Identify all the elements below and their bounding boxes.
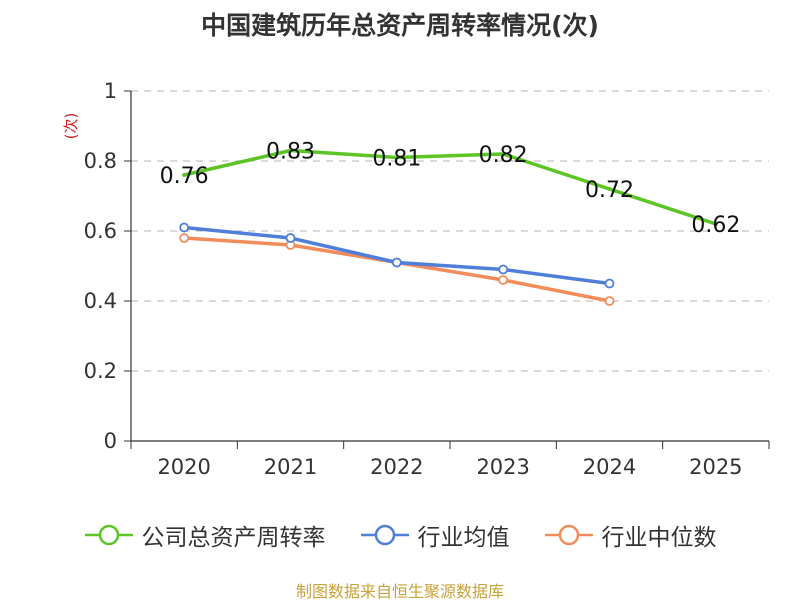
legend-marker: [544, 524, 593, 546]
legend-item: 公司总资产周转率: [84, 518, 326, 552]
x-tick-label: 2025: [689, 455, 742, 479]
data-label: 0.82: [479, 143, 528, 168]
legend-item: 行业均值: [360, 518, 510, 552]
y-tick-label: 0.6: [84, 219, 117, 243]
legend-label: 公司总资产周转率: [141, 525, 326, 551]
legend: 公司总资产周转率 行业均值 行业中位数: [0, 518, 800, 552]
data-point: [604, 296, 615, 306]
data-point: [498, 275, 509, 285]
legend-label: 行业中位数: [601, 525, 717, 551]
data-point: [179, 222, 190, 233]
y-tick-label: 1: [104, 79, 117, 103]
chart-title: 中国建筑历年总资产周转率情况(次): [201, 11, 599, 40]
data-point: [288, 148, 293, 153]
legend-marker: [360, 524, 409, 546]
legend-circle: [98, 524, 119, 546]
series-line: [184, 236, 610, 303]
source-note: 制图数据来自恒生聚源数据库: [295, 582, 504, 601]
data-label: 0.72: [585, 178, 634, 203]
legend-circle: [374, 524, 395, 546]
data-label: 0.81: [372, 147, 421, 172]
data-point: [501, 152, 506, 156]
y-tick-label: 0.8: [84, 149, 117, 173]
data-point: [285, 233, 296, 243]
legend-label: 行业均值: [417, 525, 510, 551]
y-tick-label: 0: [104, 429, 117, 453]
x-tick-label: 2024: [583, 455, 636, 479]
legend-circle: [558, 524, 579, 546]
x-tick-label: 2022: [370, 455, 423, 479]
y-tick-label: 0.2: [84, 359, 117, 383]
data-point: [391, 257, 402, 268]
x-tick-label: 2021: [264, 455, 317, 479]
legend-item: 行业中位数: [544, 518, 717, 552]
y-tick-label: 0.4: [84, 289, 117, 313]
legend-marker: [84, 524, 133, 546]
series-line: [183, 148, 717, 226]
data-point: [604, 278, 615, 289]
x-tick-label: 2020: [157, 455, 210, 479]
data-point: [607, 187, 612, 191]
data-label: 0.62: [691, 213, 740, 238]
data-point: [394, 155, 399, 160]
data-point: [713, 222, 718, 226]
series-line: [183, 225, 610, 286]
x-tick-label: 2023: [476, 455, 529, 479]
y-axis-label: (次): [62, 113, 80, 140]
data-point: [498, 264, 509, 275]
data-point: [179, 233, 190, 243]
data-point: [182, 173, 187, 177]
data-label: 0.83: [266, 140, 315, 165]
data-label: 0.76: [160, 164, 209, 189]
